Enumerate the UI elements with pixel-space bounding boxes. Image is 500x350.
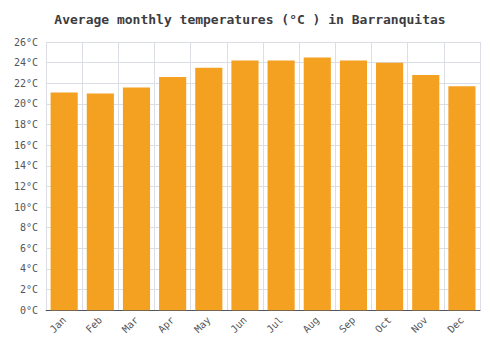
svg-text:12°C: 12°C [14, 181, 38, 192]
svg-text:6°C: 6°C [20, 243, 38, 254]
svg-text:18°C: 18°C [14, 119, 38, 130]
svg-text:Jul: Jul [264, 314, 285, 335]
svg-text:Nov: Nov [409, 314, 430, 335]
svg-text:Mar: Mar [120, 314, 141, 335]
svg-text:May: May [192, 314, 213, 335]
svg-text:Jun: Jun [228, 314, 249, 335]
svg-text:4°C: 4°C [20, 263, 38, 274]
svg-text:20°C: 20°C [14, 98, 38, 109]
svg-text:Feb: Feb [84, 314, 105, 335]
svg-text:26°C: 26°C [14, 37, 38, 48]
svg-text:Oct: Oct [373, 314, 394, 335]
svg-text:2°C: 2°C [20, 284, 38, 295]
svg-text:Aug: Aug [301, 314, 322, 335]
svg-text:Average monthly temperatures (: Average monthly temperatures (°C ) in Ba… [54, 12, 445, 27]
svg-text:16°C: 16°C [14, 140, 38, 151]
svg-text:Jan: Jan [48, 314, 69, 335]
svg-text:Sep: Sep [337, 314, 358, 335]
svg-text:24°C: 24°C [14, 57, 38, 68]
svg-text:22°C: 22°C [14, 78, 38, 89]
svg-text:0°C: 0°C [20, 305, 38, 316]
svg-text:Dec: Dec [445, 314, 466, 335]
svg-text:10°C: 10°C [14, 202, 38, 213]
svg-text:14°C: 14°C [14, 160, 38, 171]
svg-text:Apr: Apr [156, 314, 177, 335]
svg-text:8°C: 8°C [20, 222, 38, 233]
